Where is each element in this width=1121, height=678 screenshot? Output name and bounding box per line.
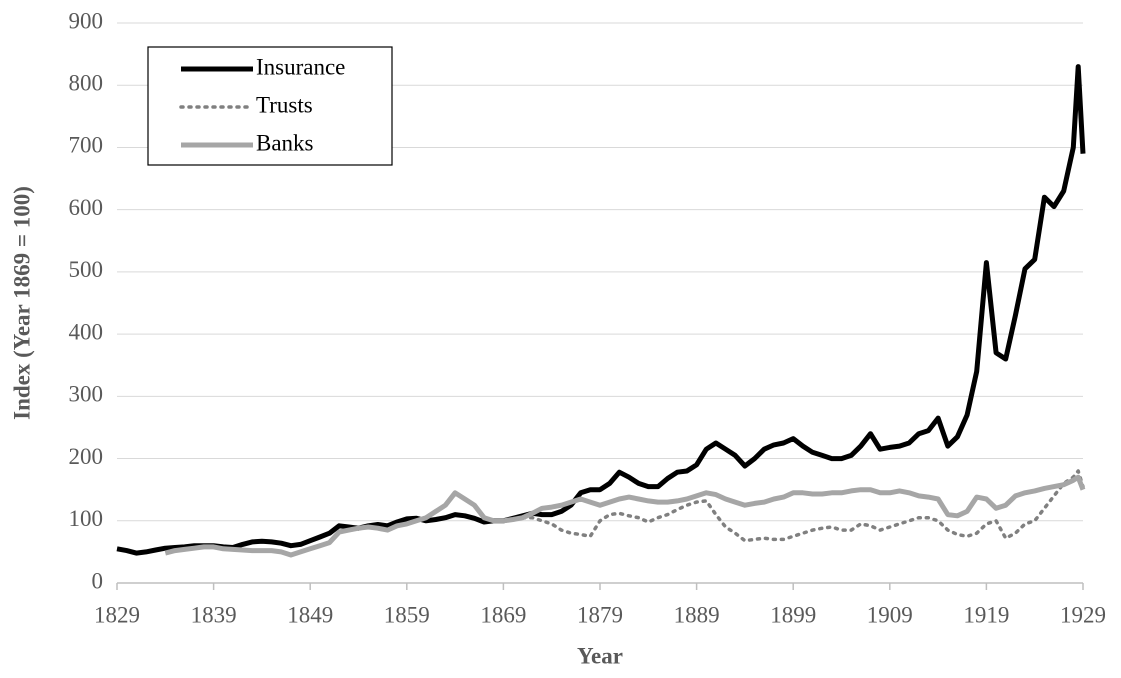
legend: Insurance Trusts Banks xyxy=(147,46,393,166)
series-line xyxy=(164,474,1086,558)
x-tick-label: 1869 xyxy=(480,602,526,627)
y-tick-label: 600 xyxy=(69,195,104,220)
y-tick-label: 400 xyxy=(69,319,104,344)
legend-label: Insurance xyxy=(256,54,345,79)
x-tick-label: 1879 xyxy=(577,602,623,627)
legend-label: Banks xyxy=(256,130,314,155)
y-tick-label: 300 xyxy=(69,382,104,407)
y-tick-label: 100 xyxy=(69,506,104,531)
y-tick-label: 700 xyxy=(69,133,104,158)
x-tick-label: 1839 xyxy=(191,602,237,627)
x-tick-label: 1909 xyxy=(867,602,913,627)
y-tick-label: 200 xyxy=(69,444,104,469)
series-line xyxy=(520,469,1085,543)
x-tick-label: 1889 xyxy=(674,602,720,627)
x-tick-label: 1829 xyxy=(94,602,140,627)
y-axis-title: Index (Year 1869 = 100) xyxy=(9,186,34,420)
x-tick-label: 1929 xyxy=(1060,602,1106,627)
x-tick-label: 1859 xyxy=(384,602,430,627)
series-line xyxy=(116,64,1086,556)
y-tick-label: 500 xyxy=(69,257,104,282)
x-tick-label: 1899 xyxy=(770,602,816,627)
y-tick-label: 0 xyxy=(92,568,104,593)
y-tick-label: 900 xyxy=(69,8,104,33)
x-tick-label: 1849 xyxy=(287,602,333,627)
y-tick-label: 800 xyxy=(69,71,104,96)
legend-label: Trusts xyxy=(256,92,313,117)
x-tick-label: 1919 xyxy=(963,602,1009,627)
x-axis-title: Year xyxy=(577,643,623,668)
